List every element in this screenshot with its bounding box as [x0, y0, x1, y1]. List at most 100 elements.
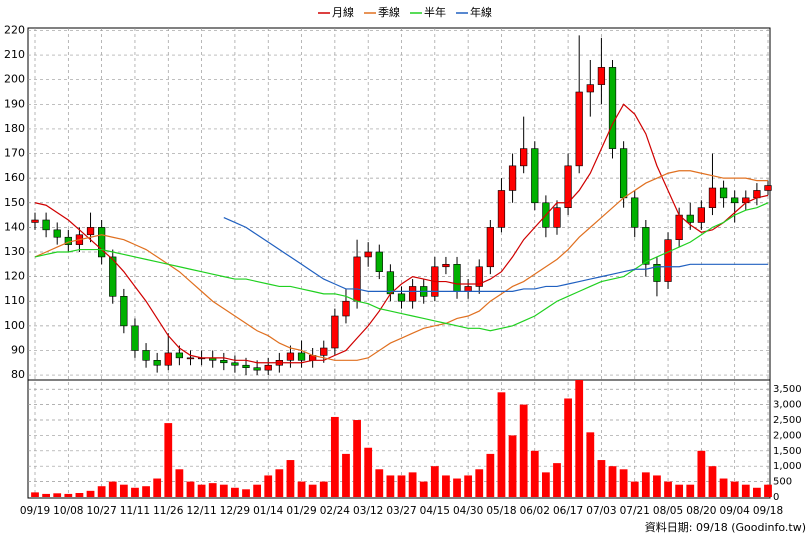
candle-body: [675, 214, 683, 240]
volume-bar: [319, 481, 328, 497]
volume-bar: [608, 466, 617, 497]
volume-bar: [653, 475, 661, 497]
volume-bar: [730, 481, 739, 497]
y2-tick-label: 0: [773, 492, 779, 503]
candle-body: [586, 84, 594, 93]
volume-bar: [275, 469, 284, 497]
candle-body: [442, 264, 450, 268]
volume-bar: [408, 472, 417, 497]
volume-bar: [175, 469, 184, 497]
candle-body: [731, 197, 739, 204]
candle-body: [98, 227, 106, 258]
volume-bar: [119, 484, 128, 497]
volume-bar: [464, 475, 473, 497]
y2-tick-label: 500: [773, 477, 792, 488]
ma-line: [34, 202, 769, 332]
y2-tick-label: 2,000: [773, 430, 802, 441]
volume-bar: [131, 487, 139, 497]
x-tick-label: 06/17: [553, 505, 583, 517]
y2-tick-label: 1,500: [773, 446, 802, 457]
candle-body: [242, 364, 250, 368]
volume-bar: [397, 475, 406, 497]
candle-body: [386, 271, 395, 295]
x-tick-label: 03/12: [353, 505, 383, 517]
y-tick-label: 180: [4, 122, 25, 135]
x-tick-label: 11/26: [153, 505, 184, 517]
volume-bar: [741, 484, 750, 497]
volume-bar: [575, 380, 584, 497]
x-tick-label: 02/24: [320, 505, 351, 517]
candle-body: [42, 219, 50, 231]
volume-bar: [386, 475, 395, 497]
candle-body: [131, 325, 139, 351]
ma-line: [34, 170, 768, 361]
volume-bar: [31, 492, 39, 497]
volume-bar: [719, 478, 728, 497]
ma-line: [223, 216, 768, 292]
volume-bar: [208, 483, 217, 497]
volume-bar: [53, 493, 62, 497]
candle-body: [231, 362, 239, 366]
candle-body: [153, 360, 161, 366]
volume-bar: [286, 460, 295, 497]
volume-bar: [430, 466, 439, 497]
x-tick-label: 11/11: [120, 505, 150, 517]
candle-body: [109, 256, 117, 297]
candle-body: [553, 207, 561, 228]
candle-body: [642, 227, 650, 265]
volume-bar: [686, 484, 695, 497]
x-tick-label: 04/30: [453, 505, 483, 517]
candle-body: [531, 148, 539, 204]
y-tick-label: 90: [11, 343, 25, 356]
candle-body: [375, 251, 383, 272]
volume-bar: [641, 472, 650, 497]
volume-bar: [697, 450, 706, 497]
volume-bar: [419, 481, 428, 497]
x-tick-label: 10/08: [53, 505, 83, 517]
candle-body: [320, 347, 328, 356]
y2-tick-label: 2,500: [773, 415, 802, 426]
candle-body: [31, 219, 39, 223]
volume-bar: [108, 481, 117, 497]
candle-body: [564, 165, 572, 208]
volume-bar: [541, 472, 550, 497]
candle-body: [120, 296, 128, 327]
volume-bar: [86, 490, 95, 497]
y-tick-label: 110: [4, 294, 25, 307]
candle-body: [608, 67, 617, 149]
y-tick-label: 130: [4, 245, 25, 258]
legend-label: 半年: [424, 5, 446, 19]
candle-body: [53, 229, 61, 238]
volume-bar: [664, 481, 672, 497]
y-tick-label: 190: [4, 97, 25, 110]
candle-body: [342, 300, 350, 317]
x-tick-label: 07/03: [586, 505, 616, 517]
x-tick-label: 12/29: [220, 505, 250, 517]
candle-body: [464, 286, 472, 292]
candle-body: [175, 352, 184, 359]
volume-bar: [42, 493, 50, 497]
candle-body: [286, 352, 295, 361]
volume-bar: [197, 484, 206, 497]
x-tick-label: 08/20: [686, 505, 716, 517]
candle-body: [408, 286, 417, 302]
legend-label: 季線: [378, 5, 400, 19]
y-tick-label: 140: [4, 220, 25, 233]
candle-body: [764, 185, 772, 191]
y-tick-label: 100: [4, 319, 25, 332]
volume-bar: [564, 398, 572, 497]
volume-bar: [708, 466, 717, 497]
candle-body: [497, 190, 506, 228]
volume-bar: [297, 481, 306, 497]
volume-bar: [64, 493, 73, 497]
y-tick-label: 170: [4, 147, 25, 160]
volume-bar: [753, 487, 761, 497]
volume-bar: [619, 469, 628, 497]
candle-body: [719, 187, 728, 199]
x-tick-label: 05/18: [486, 505, 516, 517]
y2-tick-label: 3,000: [773, 400, 802, 411]
y-tick-label: 210: [4, 48, 25, 61]
volume-bar: [75, 492, 84, 497]
y2-tick-label: 1,000: [773, 461, 802, 472]
x-tick-label: 08/05: [653, 505, 683, 517]
